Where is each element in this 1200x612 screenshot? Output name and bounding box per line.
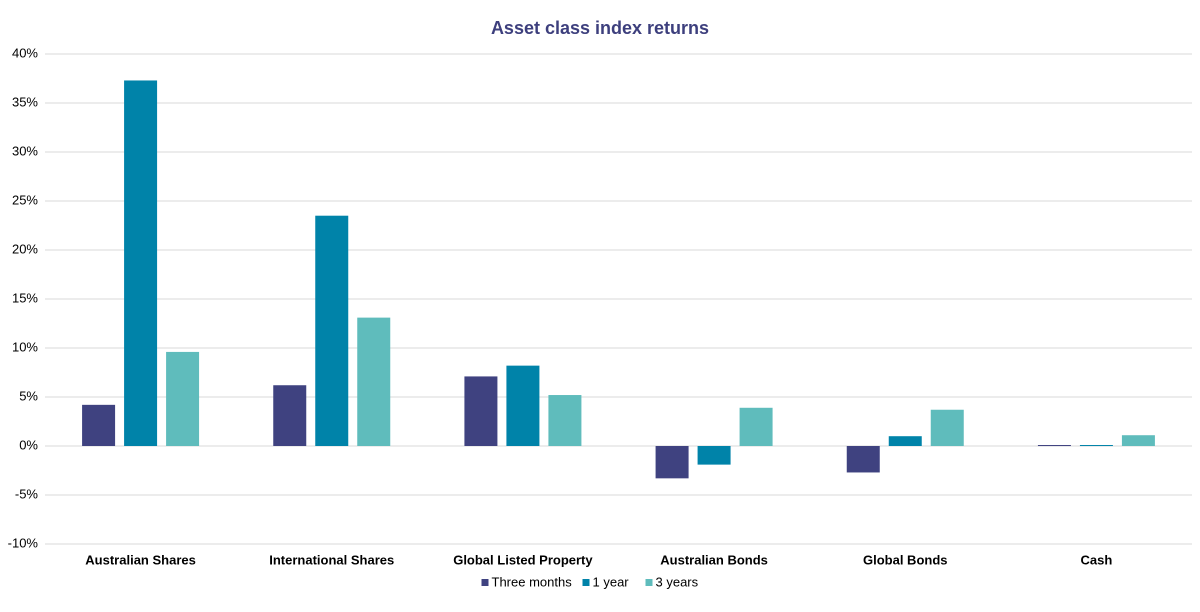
- bar: [124, 80, 158, 447]
- legend-swatch: [582, 579, 590, 586]
- bar: [464, 376, 498, 446]
- x-tick-label: Australian Shares: [85, 552, 196, 567]
- y-tick-label: 20%: [12, 241, 38, 256]
- bar: [357, 317, 391, 446]
- legend-swatch: [481, 579, 489, 586]
- y-tick-label: 15%: [12, 290, 38, 305]
- bar: [82, 404, 116, 446]
- y-tick-label: 40%: [12, 45, 38, 60]
- bar: [739, 407, 773, 446]
- bar: [315, 215, 349, 446]
- y-tick-label: 0%: [19, 437, 38, 452]
- legend-swatch: [645, 579, 653, 586]
- y-tick-label: 30%: [12, 143, 38, 158]
- bar: [273, 385, 307, 446]
- x-tick-label: Cash: [1081, 552, 1113, 567]
- bar: [1079, 445, 1113, 447]
- x-tick-label: Global Bonds: [863, 552, 948, 567]
- x-tick-label: Australian Bonds: [660, 552, 768, 567]
- bar: [930, 409, 964, 446]
- bar: [1037, 445, 1071, 447]
- legend-label: 3 years: [656, 574, 699, 589]
- legend-label: 1 year: [593, 574, 630, 589]
- y-tick-label: 10%: [12, 339, 38, 354]
- x-tick-label: International Shares: [269, 552, 394, 567]
- bar: [548, 395, 582, 446]
- x-tick-label: Global Listed Property: [453, 552, 593, 567]
- bar: [846, 446, 880, 473]
- chart-title: Asset class index returns: [491, 18, 709, 38]
- y-tick-label: 35%: [12, 94, 38, 109]
- bar: [888, 436, 922, 446]
- y-tick-label: 25%: [12, 192, 38, 207]
- bar: [655, 446, 689, 479]
- bar: [166, 351, 200, 446]
- bar: [697, 446, 731, 465]
- y-tick-label: -5%: [15, 486, 39, 501]
- y-tick-label: 5%: [19, 388, 38, 403]
- y-tick-label: -10%: [8, 535, 39, 550]
- bar: [506, 365, 540, 446]
- legend-label: Three months: [492, 574, 573, 589]
- bar: [1121, 435, 1155, 446]
